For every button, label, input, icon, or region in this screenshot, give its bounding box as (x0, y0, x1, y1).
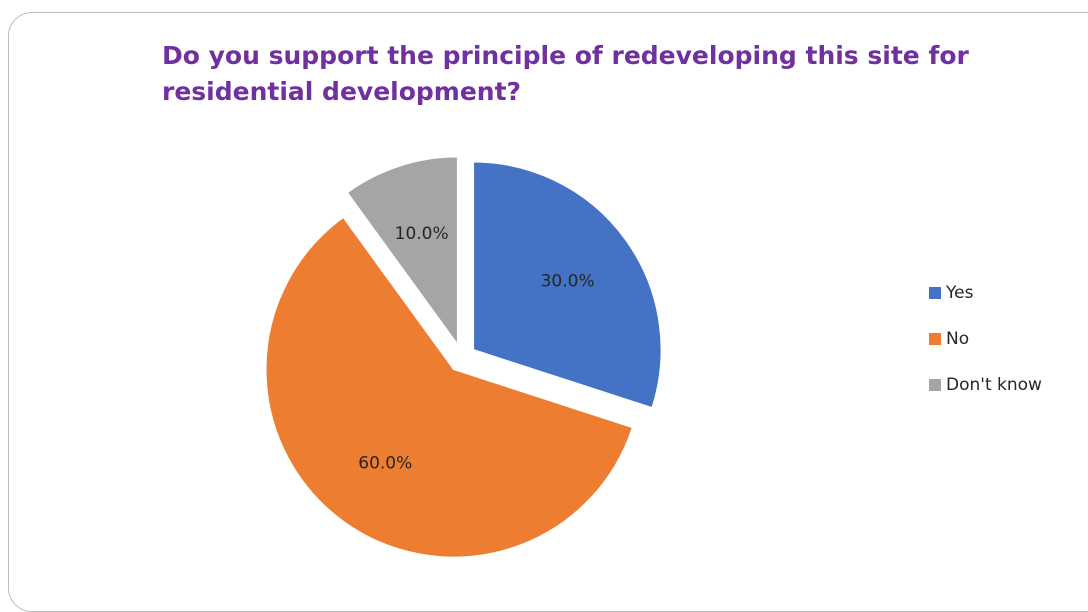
pie-slice-yes (472, 161, 663, 409)
legend-item-yes: Yes (929, 281, 1042, 304)
pie-slice-don-t-know (346, 155, 459, 347)
pie-slice-label-no: 60.0% (358, 454, 412, 474)
legend-item-no: No (929, 327, 1042, 350)
chart-title: Do you support the principle of redevelo… (162, 41, 969, 106)
pie-slices (265, 155, 663, 559)
legend-swatch-dont-know (929, 378, 941, 391)
pie-slice-labels: 30.0% 60.0% 10.0% (358, 224, 594, 474)
pie-slice-label-yes: 30.0% (541, 271, 595, 291)
pie-chart: 30.0% 60.0% 10.0% (265, 155, 663, 559)
pie-slice-label-don-t-know: 10.0% (395, 224, 449, 244)
legend-item-dont-know: Don't know (929, 373, 1042, 396)
legend-label-no: No (946, 328, 970, 349)
chart-legend: Yes No Don't know (929, 281, 1042, 419)
legend-label-yes: Yes (946, 282, 974, 303)
pie-slice-no (265, 216, 634, 559)
legend-swatch-yes (929, 286, 941, 299)
legend-label-dont-know: Don't know (946, 374, 1042, 395)
legend-swatch-no (929, 332, 941, 345)
